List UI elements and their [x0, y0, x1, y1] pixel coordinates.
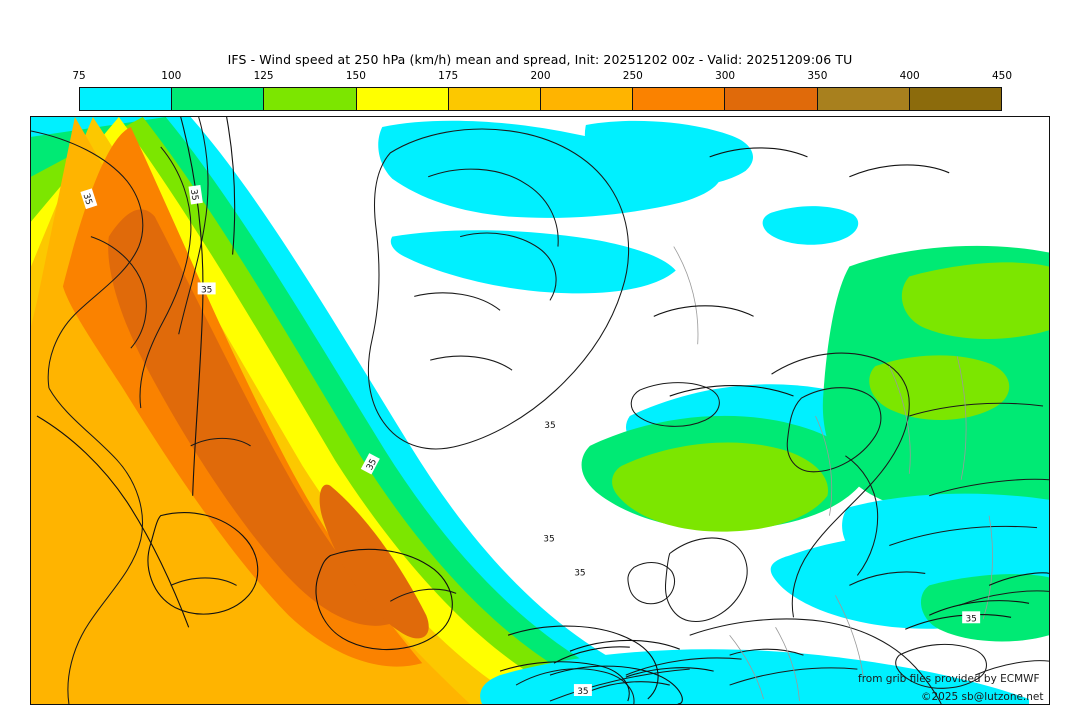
colorbar-band-175-200 — [448, 88, 542, 110]
colorbar-tick-150: 150 — [345, 70, 366, 82]
contour-label: 35 — [577, 687, 588, 697]
fill-jet-core-blob — [319, 484, 429, 639]
spread-contours — [36, 117, 1049, 704]
colorbar-band-200-250 — [541, 88, 634, 110]
fill-100-125-se — [920, 574, 1049, 642]
page-title: IFS - Wind speed at 250 hPa (km/h) mean … — [227, 52, 853, 67]
colorbar-bands — [79, 87, 1002, 111]
contour-label: 35 — [365, 457, 379, 472]
fill-75-100-greenland-ne — [584, 120, 754, 187]
map-svg: 35 35 35 35 — [31, 117, 1049, 704]
fill-125-150-nweurope — [612, 442, 829, 532]
colorbar-tick-350: 350 — [807, 70, 828, 82]
colorbar-tick-400: 400 — [899, 70, 920, 82]
contour-label: 35 — [574, 568, 585, 578]
fill-75-100-arctic-band — [390, 230, 676, 294]
colorbar-tick-450: 450 — [991, 70, 1013, 82]
fill-300-350-core — [108, 209, 393, 626]
contour-label: 35 — [544, 421, 555, 431]
colorbar-tick-300: 300 — [715, 70, 736, 82]
copyright-credit: ©2025 sb@lutzone.net — [921, 691, 1044, 703]
colorbar-tick-250: 250 — [622, 70, 643, 82]
colorbar-tick-100: 100 — [161, 70, 182, 82]
colorbar-tick-125: 125 — [253, 70, 274, 82]
contour-label: 35 — [188, 189, 200, 202]
colorbar-band-400-450 — [909, 88, 1002, 110]
colorbar-band-75-100 — [80, 88, 173, 110]
data-source-credit: from grib files provided by ECMWF — [858, 673, 1040, 685]
colorbar-band-300-350 — [725, 88, 818, 110]
coastlines — [31, 117, 1049, 704]
colorbar-tick-labels: 75 100 125 150 175 200 250 300 350 400 450 — [72, 70, 1012, 84]
contour-label: 35 — [543, 535, 554, 545]
contour-label: 35 — [201, 285, 212, 295]
contour-label-group: 35 35 35 35 — [80, 185, 981, 697]
colorbar: 75 100 125 150 175 200 250 300 350 400 450 — [72, 70, 1012, 111]
colorbar-tick-175: 175 — [438, 70, 459, 82]
fill-75-100-south — [480, 649, 1030, 704]
fill-75-100-svalbard — [762, 206, 859, 245]
colorbar-tick-200: 200 — [530, 70, 551, 82]
colorbar-band-100-125 — [172, 88, 265, 110]
map-canvas[interactable]: 35 35 35 35 — [30, 116, 1050, 705]
country-borders — [673, 246, 993, 702]
contour-label-extra: 35 — [965, 614, 976, 624]
colorbar-band-150-175 — [356, 88, 449, 110]
colorbar-band-125-150 — [264, 88, 357, 110]
fill-125-150-eeurope — [901, 262, 1049, 340]
colorbar-band-350-400 — [817, 88, 910, 110]
fill-75-100-arctic — [378, 120, 723, 218]
colorbar-band-250-300 — [633, 88, 726, 110]
colorbar-tick-75: 75 — [72, 70, 86, 82]
contour-label: 35 — [80, 192, 93, 206]
